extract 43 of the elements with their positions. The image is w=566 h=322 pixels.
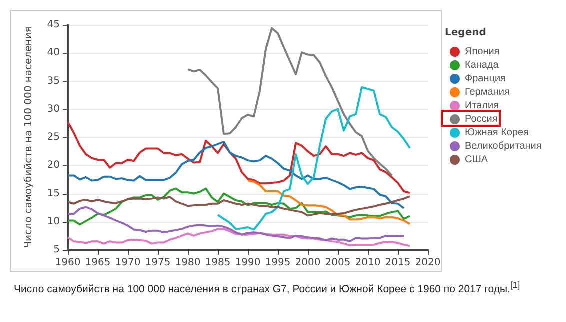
legend-label: США [465,154,488,166]
y-tick-label: 25 [47,132,60,143]
legend-label: Франция [465,74,506,84]
y-tick-label: 40 [47,48,60,59]
line-series [67,228,411,248]
legend-label: Канада [465,60,500,71]
x-tick-label: 1980 [175,258,201,268]
x-tick-label: 2010 [355,258,381,268]
legend-label: Россия [465,114,498,125]
legend-title: Legend [445,28,486,38]
y-tick-label: 30 [47,104,60,115]
x-tick-label: 1960 [55,258,81,268]
line-series [67,196,411,217]
y-tick-label: 10 [47,216,60,228]
line-series [67,141,405,210]
legend-label: Япония [465,46,500,58]
line-series [247,180,411,226]
x-tick-label: 1975 [145,258,171,268]
y-tick-label: 15 [47,188,60,200]
line-series [217,86,411,231]
y-tick-label: 45 [47,20,60,30]
x-tick-label: 1990 [235,258,261,268]
text: Число самоубийств на 100 000 населения в странах G7, России и Южной Корее с 1960 по 2017 годы.$^{[1]}$ [14,280,520,296]
line-series [67,121,411,194]
x-tick-label: 1965 [85,258,111,268]
x-tick-label: 2005 [325,258,351,268]
x-tick-label: 2015 [385,258,411,268]
x-tick-label: 1985 [205,258,231,268]
legend-label: Германия [465,87,510,98]
line-series [67,188,411,226]
line-series [187,27,393,177]
y-tick-label: 35 [47,76,60,87]
legend-label: Южная Корея [465,128,529,138]
y-tick-label: 5 [54,244,60,256]
x-tick-label: 2020 [415,258,441,268]
x-tick-label: 1995 [265,258,291,268]
y-axis-title: Число самоубийств на 100 000 населения [24,26,34,248]
legend-label: Италия [465,100,500,112]
line-series [67,206,405,243]
y-tick-label: 20 [47,160,60,172]
x-tick-label: 1970 [115,258,141,268]
x-tick-label: 2000 [295,258,321,268]
legend-label: Великобритания [465,141,542,152]
